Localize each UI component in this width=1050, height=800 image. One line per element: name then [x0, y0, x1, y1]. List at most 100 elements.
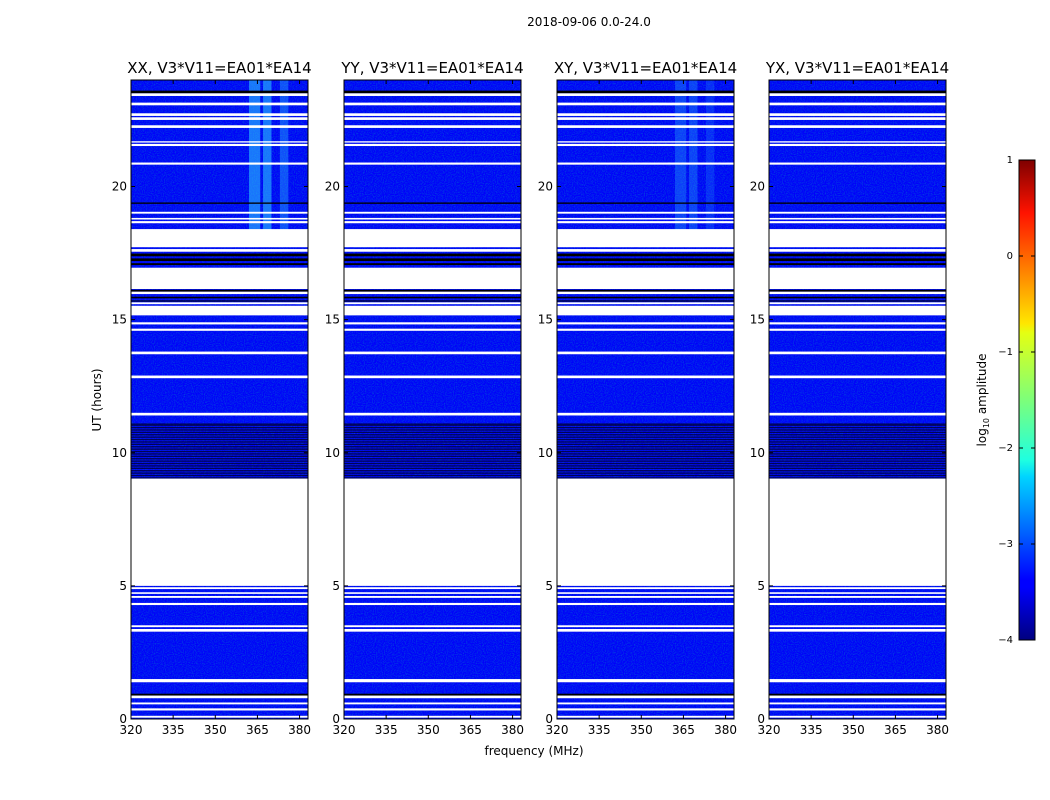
dark-stripe — [344, 296, 521, 299]
blank-interval — [769, 478, 946, 586]
blank-interval — [131, 267, 308, 290]
blank-interval — [557, 695, 734, 699]
dark-stripe — [557, 436, 734, 438]
y-tick-label: 20 — [325, 180, 340, 194]
blank-interval — [769, 305, 946, 316]
dark-stripe — [769, 470, 946, 472]
blank-interval — [769, 351, 946, 355]
blank-interval — [131, 141, 308, 143]
blank-interval — [344, 592, 521, 594]
dark-stripe — [557, 693, 734, 696]
dark-stripe — [131, 289, 308, 292]
y-tick-label: 10 — [750, 446, 765, 460]
blank-interval — [557, 679, 734, 683]
blank-interval — [769, 217, 946, 220]
blank-interval — [769, 221, 946, 224]
blank-interval — [131, 302, 308, 305]
x-tick-label: 365 — [246, 723, 269, 737]
dark-stripe — [769, 448, 946, 450]
dark-stripe — [131, 300, 308, 302]
dark-stripe — [131, 467, 308, 469]
dark-stripe — [769, 441, 946, 443]
dark-stripe — [344, 467, 521, 469]
blank-interval — [131, 229, 308, 248]
dark-stripe — [769, 90, 946, 94]
dark-stripe — [344, 289, 521, 292]
dark-stripe — [344, 693, 521, 696]
blank-interval — [344, 595, 521, 598]
blank-interval — [769, 602, 946, 606]
y-tick-label: 0 — [119, 712, 127, 726]
blank-interval — [557, 113, 734, 116]
dark-stripe — [344, 438, 521, 441]
dark-stripe — [131, 429, 308, 431]
colorbar-tick-label: 1 — [1007, 155, 1013, 166]
dark-stripe — [769, 477, 946, 479]
blank-interval — [344, 351, 521, 355]
panel-1: XX, V3*V11=EA01*EA14 320 335 350 365 380 0 5 10 1… — [112, 59, 312, 737]
blank-interval — [344, 125, 521, 128]
blank-interval — [131, 625, 308, 628]
dark-stripe — [131, 90, 308, 94]
dark-stripe — [769, 443, 946, 446]
blank-interval — [344, 412, 521, 416]
panel-frame — [768, 79, 947, 720]
dark-stripe — [131, 477, 308, 479]
y-tick-label: 0 — [545, 712, 553, 726]
dark-stripe — [769, 429, 946, 431]
panel-3: XY, V3*V11=EA01*EA14 320 335 350 365 380 0 5 10 1… — [538, 59, 737, 737]
blank-interval — [769, 102, 946, 106]
x-tick-label: 335 — [162, 723, 185, 737]
dark-stripe — [557, 424, 734, 426]
y-tick-label: 20 — [112, 180, 127, 194]
blank-interval — [344, 113, 521, 116]
dark-stripe — [557, 296, 734, 299]
blank-interval — [344, 229, 521, 248]
dark-stripe — [557, 472, 734, 474]
rfi-band — [249, 80, 261, 232]
dark-stripe — [131, 448, 308, 450]
blank-interval — [344, 211, 521, 214]
blank-interval — [557, 93, 734, 96]
blank-interval — [769, 229, 946, 248]
blank-interval — [131, 629, 308, 632]
dark-stripe — [769, 426, 946, 429]
x-axis-label: frequency (MHz) — [484, 744, 583, 758]
y-tick-label: 10 — [325, 446, 340, 460]
figure-title: 2018-09-06 0.0-24.0 — [527, 15, 651, 29]
blank-interval — [131, 93, 308, 96]
blank-interval — [344, 302, 521, 305]
dark-stripe — [344, 465, 521, 467]
panel-frame — [556, 79, 735, 720]
x-tick-label: 320 — [120, 723, 143, 737]
dark-stripe — [557, 470, 734, 472]
blank-interval — [769, 715, 946, 718]
blank-interval — [557, 291, 734, 295]
x-tick-label: 350 — [630, 723, 653, 737]
dark-stripe — [131, 460, 308, 462]
blank-interval — [557, 162, 734, 165]
rfi-band — [705, 80, 715, 232]
dark-stripe — [344, 431, 521, 434]
blank-interval — [131, 592, 308, 594]
dark-stripe — [769, 438, 946, 441]
panel-frame — [130, 79, 309, 720]
panel-title: XX, V3*V11=EA01*EA14 — [127, 59, 311, 77]
blank-interval — [344, 162, 521, 165]
blank-interval — [131, 328, 308, 331]
blank-interval — [769, 113, 946, 116]
dark-stripe — [344, 470, 521, 472]
dark-stripe — [769, 453, 946, 455]
blank-interval — [557, 375, 734, 379]
blank-interval — [769, 93, 946, 96]
blank-interval — [769, 375, 946, 379]
rfi-band — [279, 80, 289, 232]
blank-interval — [131, 211, 308, 214]
dark-stripe — [557, 467, 734, 469]
x-tick-label: 365 — [459, 723, 482, 737]
dark-stripe — [344, 458, 521, 460]
dark-stripe — [557, 429, 734, 431]
x-tick-label: 380 — [926, 723, 949, 737]
blank-interval — [557, 595, 734, 598]
dark-stripe — [769, 467, 946, 469]
